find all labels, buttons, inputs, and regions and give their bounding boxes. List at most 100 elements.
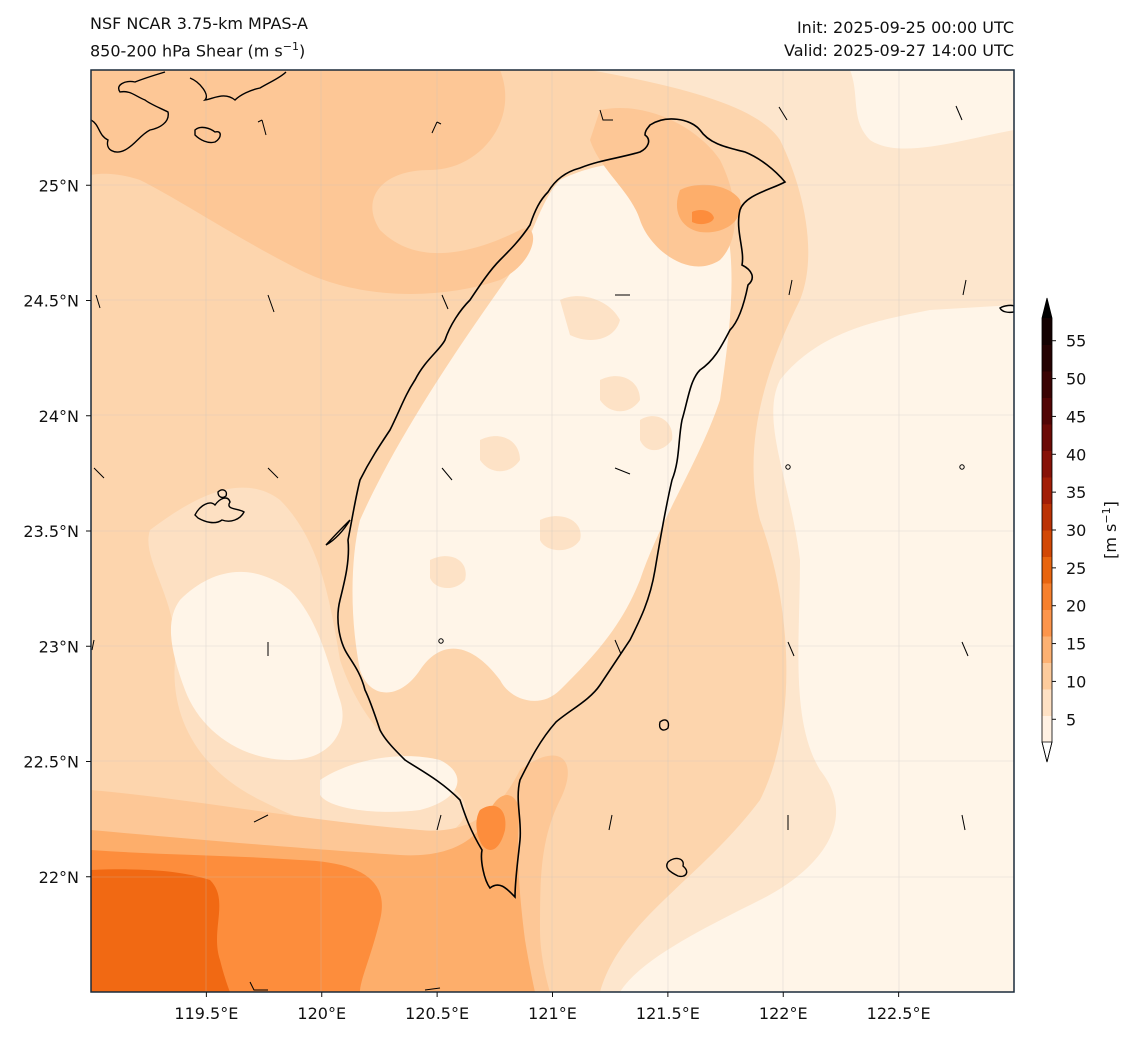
colorbar-segment bbox=[1042, 397, 1052, 425]
colorbar-tick-label: 40 bbox=[1066, 445, 1086, 464]
x-tick-label: 121.5°E bbox=[636, 1004, 700, 1023]
wind-barb bbox=[961, 814, 966, 831]
colorbar-segment bbox=[1042, 424, 1052, 451]
colorbar-min-extension bbox=[1041, 741, 1053, 763]
colorbar-tick-label: 15 bbox=[1066, 635, 1086, 654]
y-axis: 25°N 24.5°N 24°N 23.5°N 23°N 22.5°N 22°N bbox=[23, 176, 91, 887]
shear-intense-southwest bbox=[91, 869, 230, 992]
calm-wind-marker bbox=[959, 464, 965, 470]
x-tick-label: 120.5°E bbox=[405, 1004, 469, 1023]
taiwan-coastline bbox=[337, 118, 787, 899]
shear-stronger-northeast bbox=[692, 210, 714, 225]
wind-barb bbox=[95, 294, 101, 309]
wind-barb bbox=[608, 814, 613, 831]
field-title: 850-200 hPa Shear (m s−1) bbox=[90, 35, 308, 62]
colorbar-segment bbox=[1042, 371, 1052, 398]
colorbar-segment bbox=[1042, 530, 1052, 557]
x-tick-label: 122.5°E bbox=[867, 1004, 931, 1023]
colorbar-tick-label: 45 bbox=[1066, 407, 1086, 426]
colorbar: 5 10 15 20 25 30 35 40 45 50 55 bbox=[1041, 297, 1086, 763]
calm-wind-marker bbox=[438, 638, 444, 644]
wind-barb bbox=[253, 814, 269, 823]
init-time: Init: 2025-09-25 00:00 UTC bbox=[796, 18, 1014, 37]
small-islet-west bbox=[325, 519, 351, 546]
colorbar-tick-label: 50 bbox=[1066, 370, 1086, 389]
colorbar-segment bbox=[1042, 609, 1052, 637]
lanyu-island bbox=[658, 719, 670, 731]
x-axis: 119.5°E 120°E 120.5°E 121°E 121.5°E 122°E 122.… bbox=[174, 992, 931, 1023]
x-tick-label: 120°E bbox=[297, 1004, 346, 1023]
wind-barb bbox=[91, 639, 95, 651]
wind-barb bbox=[788, 279, 793, 296]
colorbar-label-exponent: −1 bbox=[1100, 507, 1113, 523]
wind-barb bbox=[614, 639, 622, 655]
colorbar-tick-label: 35 bbox=[1066, 483, 1086, 502]
wind-barb bbox=[599, 109, 613, 121]
wind-barb bbox=[93, 467, 105, 479]
colorbar-outline bbox=[1041, 297, 1053, 763]
shear-moderate-northwest bbox=[91, 70, 534, 294]
colorbar-segment bbox=[1042, 477, 1052, 504]
map-panel bbox=[91, 70, 1014, 992]
map-title-right: Init: 2025-09-25 00:00 UTC Valid: 2025-0… bbox=[784, 16, 1014, 62]
map-title-left: NSF NCAR 3.75-km MPAS-A 850-200 hPa Shea… bbox=[90, 12, 308, 62]
colorbar-segment bbox=[1042, 318, 1052, 345]
wind-barb bbox=[614, 467, 631, 475]
calm-wind-marker bbox=[785, 464, 791, 470]
x-tick-label: 119.5°E bbox=[174, 1004, 238, 1023]
colorbar-segment bbox=[1042, 344, 1052, 372]
wind-barb bbox=[431, 121, 442, 134]
colorbar-tick-label: 10 bbox=[1066, 672, 1086, 691]
wind-barb bbox=[441, 294, 449, 310]
wind-barbs bbox=[91, 105, 969, 991]
colorbar-segment bbox=[1042, 556, 1052, 584]
green-island bbox=[666, 857, 688, 878]
colorbar-tick-label: 55 bbox=[1066, 332, 1086, 351]
y-tick-label: 23.5°N bbox=[23, 522, 79, 541]
x-tick-label: 122°E bbox=[759, 1004, 808, 1023]
colorbar-max-extension bbox=[1042, 298, 1052, 318]
colorbar-label: [m s−1] bbox=[1100, 501, 1120, 559]
penghu-islands bbox=[194, 489, 245, 524]
wind-barb bbox=[778, 106, 788, 121]
wind-barb bbox=[787, 641, 795, 657]
y-tick-label: 22.5°N bbox=[23, 753, 79, 772]
colorbar-segment bbox=[1042, 715, 1052, 743]
wind-barb bbox=[962, 279, 967, 296]
shear-taiwan-interior-patches bbox=[430, 296, 673, 589]
wind-barb bbox=[267, 467, 279, 479]
colorbar-label-main: [m s bbox=[1101, 524, 1120, 559]
field-title-text: 850-200 hPa Shear (m s bbox=[90, 41, 283, 61]
shear-strong-southtip bbox=[476, 805, 506, 850]
field-title-exponent: −1 bbox=[282, 40, 299, 53]
colorbar-tick-label: 5 bbox=[1066, 710, 1076, 729]
colorbar-tick-label: 20 bbox=[1066, 597, 1086, 616]
wind-barb bbox=[436, 814, 442, 831]
wind-barb bbox=[955, 105, 963, 121]
y-tick-label: 23°N bbox=[39, 637, 79, 656]
y-tick-label: 25°N bbox=[39, 176, 79, 195]
x-tick-label: 121°E bbox=[528, 1004, 577, 1023]
y-tick-label: 22°N bbox=[39, 868, 79, 887]
shear-weakest-south bbox=[320, 756, 458, 812]
colorbar-segment bbox=[1042, 662, 1052, 690]
wind-barb bbox=[257, 119, 267, 136]
model-title: NSF NCAR 3.75-km MPAS-A bbox=[90, 14, 308, 33]
colorbar-segment bbox=[1042, 689, 1052, 716]
colorbar-segment bbox=[1042, 450, 1052, 478]
wind-barb bbox=[961, 641, 969, 657]
east-islet bbox=[999, 304, 1014, 314]
colorbar-segment bbox=[1042, 503, 1052, 531]
y-tick-label: 24.5°N bbox=[23, 292, 79, 311]
colorbar-tick-label: 30 bbox=[1066, 521, 1086, 540]
wind-barb bbox=[249, 981, 268, 991]
colorbar-label-close: ] bbox=[1101, 501, 1120, 507]
mainland-coast-northwest bbox=[91, 71, 287, 153]
valid-time: Valid: 2025-09-27 14:00 UTC bbox=[783, 41, 1014, 60]
colorbar-segment bbox=[1042, 583, 1052, 610]
colorbar-segment bbox=[1042, 636, 1052, 663]
shear-moderate-north-patch bbox=[315, 83, 360, 102]
wind-barb bbox=[441, 467, 453, 481]
shear-weakest-west bbox=[170, 571, 343, 760]
